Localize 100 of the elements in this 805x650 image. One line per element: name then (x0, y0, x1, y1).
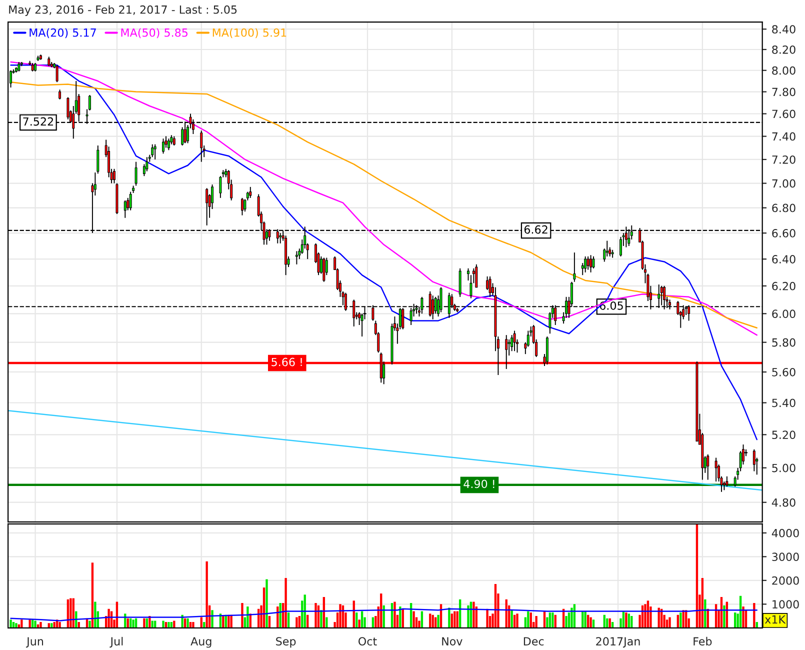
candlestick (573, 252, 576, 282)
y-tick-label: 6.80 (772, 204, 796, 212)
y-tick-label: 7.20 (772, 155, 796, 164)
y-tick-label: 1000 (772, 600, 799, 609)
bar (246, 606, 249, 628)
bar (450, 614, 453, 628)
candlestick (151, 144, 154, 158)
candlestick (66, 96, 70, 120)
bar (168, 622, 170, 628)
candlestick (58, 89, 62, 100)
candlestick (146, 156, 148, 172)
bar (486, 608, 488, 628)
line-series (10, 608, 758, 622)
y-tick-label: 8.40 (772, 25, 796, 34)
y-tick-label: 4000 (772, 528, 799, 538)
bar (570, 608, 573, 628)
y-tick-label: 8.20 (772, 45, 796, 54)
bar (132, 620, 134, 628)
x-tick-label: Dec (524, 637, 544, 646)
bar (34, 620, 36, 628)
bar (192, 622, 194, 628)
candlestick (706, 454, 710, 480)
bar (418, 620, 420, 628)
candlestick (134, 161, 138, 186)
bar (162, 620, 164, 628)
bar (94, 602, 96, 628)
bar (88, 620, 91, 628)
candlestick (584, 256, 587, 273)
bar (723, 605, 726, 628)
bar (753, 602, 756, 628)
y-tick-label: 8.00 (772, 66, 796, 75)
candlestick (546, 336, 548, 365)
bar (510, 610, 513, 628)
bar (394, 602, 396, 628)
candlestick (467, 268, 470, 281)
bar (399, 606, 402, 628)
y-tick-label: 7.60 (772, 110, 796, 118)
candlestick (581, 262, 584, 276)
y-tick-label: 6.40 (772, 255, 796, 264)
candlestick (249, 186, 252, 198)
candlestick (592, 256, 595, 269)
ref-line-label: 7.522 (23, 117, 54, 126)
bar (548, 612, 552, 628)
bar (91, 562, 94, 628)
bar (625, 612, 628, 628)
candlestick (510, 334, 514, 352)
bar (15, 623, 18, 628)
y-tick-label: 5.00 (772, 464, 796, 472)
candlestick (322, 257, 326, 282)
bar (535, 616, 538, 628)
y-tick-label: 5.80 (772, 338, 796, 347)
y-tick-label: 7.00 (772, 179, 796, 188)
candlestick (714, 457, 718, 482)
bar (434, 617, 437, 628)
bar (266, 579, 268, 628)
bar (412, 611, 415, 628)
bar (320, 610, 322, 628)
line-series (10, 64, 758, 440)
bar (734, 612, 736, 628)
candlestick (458, 268, 462, 298)
legend-label: MA(50) 5.85 (121, 28, 188, 38)
candlestick (167, 138, 170, 151)
y-tick-label: 5.20 (772, 430, 796, 440)
candlestick (18, 61, 20, 72)
candlestick (56, 64, 58, 83)
x-tick-label: Jul (110, 636, 123, 648)
bar (20, 620, 23, 628)
y-tick-label: 5.60 (772, 368, 796, 376)
x-tick-label: Feb (694, 636, 712, 646)
bar (186, 618, 189, 628)
candlestick (48, 56, 50, 67)
candlestick (88, 94, 91, 111)
bar (530, 612, 532, 628)
bar (58, 622, 61, 628)
bar (437, 614, 440, 628)
candlestick (726, 476, 728, 488)
ref-line-label: 4.90 ! (464, 480, 494, 488)
candlestick (200, 130, 203, 162)
bar (287, 612, 290, 628)
bar (284, 578, 287, 628)
y-tick-label: 5.40 (772, 398, 796, 408)
candlestick (295, 250, 298, 265)
bar (590, 617, 592, 628)
bar (200, 617, 202, 628)
candlestick (488, 276, 492, 298)
bar (516, 614, 518, 628)
candlestick (590, 254, 592, 273)
bar (326, 617, 328, 628)
candlestick (129, 191, 132, 211)
bar (143, 618, 146, 628)
candlestick (206, 188, 208, 226)
candlestick (172, 136, 176, 146)
bar (696, 524, 698, 628)
candlestick (113, 168, 116, 184)
bar (472, 602, 475, 628)
bar (382, 605, 385, 628)
bar (356, 612, 358, 628)
text: x1K (764, 615, 786, 624)
ref-line-label: 6.62 (524, 225, 548, 234)
y-tick-label: 6.60 (772, 229, 796, 238)
